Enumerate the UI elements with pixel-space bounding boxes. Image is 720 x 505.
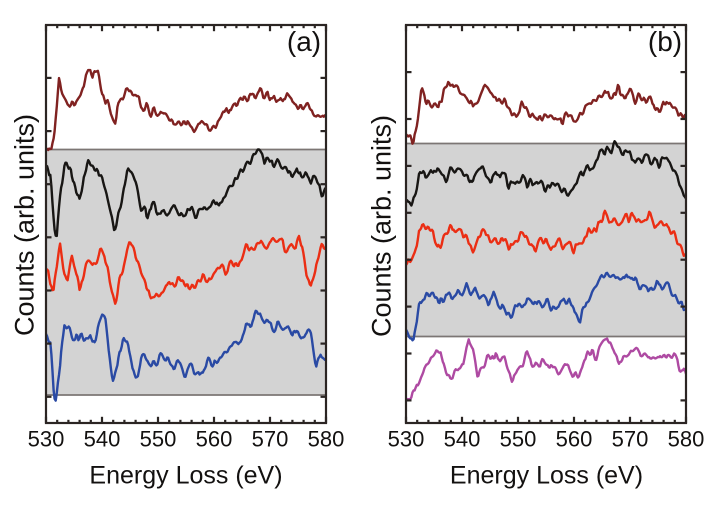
svg-text:570: 570 xyxy=(252,427,289,452)
svg-text:530: 530 xyxy=(388,427,425,452)
svg-text:530: 530 xyxy=(28,427,65,452)
svg-text:Counts (arb. units): Counts (arb. units) xyxy=(10,114,40,336)
svg-text:Energy Loss (eV): Energy Loss (eV) xyxy=(450,462,643,490)
svg-text:540: 540 xyxy=(84,427,121,452)
svg-text:(a): (a) xyxy=(287,26,321,57)
svg-text:540: 540 xyxy=(444,427,481,452)
svg-text:Counts (arb. units): Counts (arb. units) xyxy=(367,115,397,337)
svg-text:Energy Loss (eV): Energy Loss (eV) xyxy=(89,462,282,490)
svg-text:560: 560 xyxy=(196,427,233,452)
svg-text:580: 580 xyxy=(308,427,345,452)
svg-text:560: 560 xyxy=(556,427,593,452)
svg-text:570: 570 xyxy=(612,427,649,452)
svg-text:580: 580 xyxy=(668,427,705,452)
svg-text:550: 550 xyxy=(500,427,537,452)
svg-text:550: 550 xyxy=(140,427,177,452)
svg-text:(b): (b) xyxy=(648,26,682,57)
